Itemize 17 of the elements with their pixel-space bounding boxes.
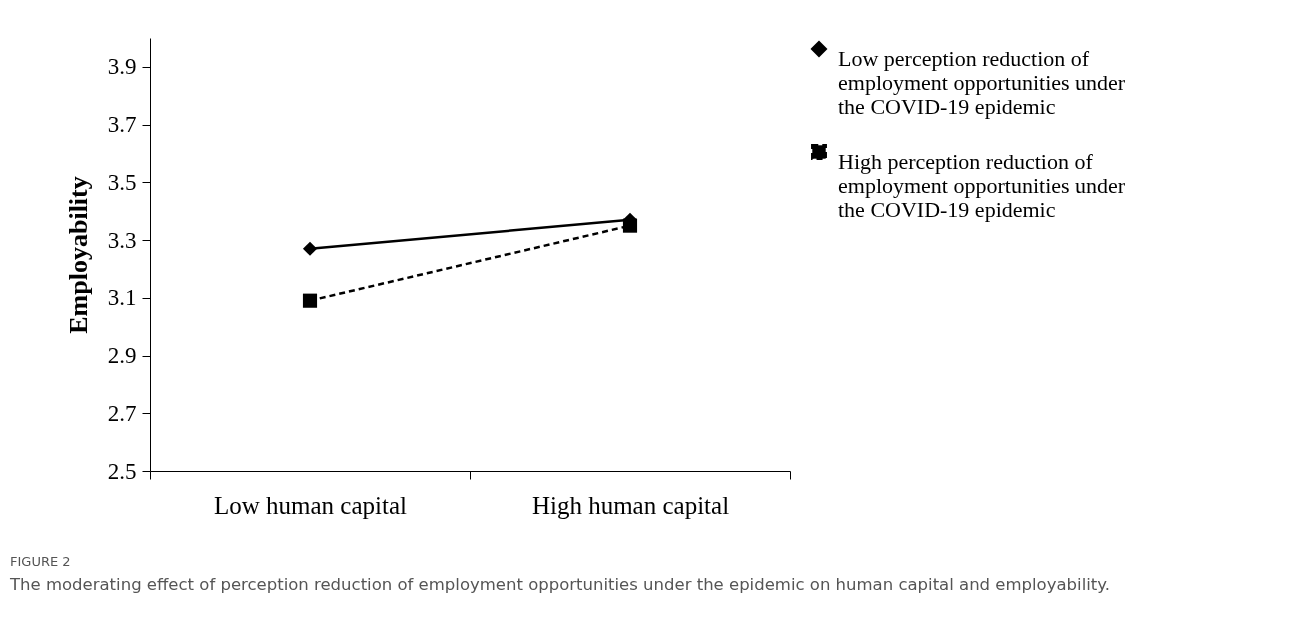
point: [302, 241, 318, 256]
y-tick-label: 3.3: [107, 227, 137, 253]
caption: FIGURE 2: [10, 554, 71, 569]
y-tick-label: 2.7: [107, 400, 137, 426]
x-tick-label: High human capital: [531, 491, 730, 519]
y-tick-label: 3.7: [107, 112, 137, 138]
y-tick-label: 2.9: [107, 343, 137, 369]
y-tick-label: 3.9: [107, 54, 137, 80]
y-axis-title: Employability: [63, 176, 93, 334]
point: [302, 293, 318, 308]
y-tick-label: 2.5: [107, 458, 137, 484]
x-tick-label: Low human capital: [214, 491, 408, 519]
legend-label: High perception reduction of employment opportunities under the COVID-19 epidemic: [838, 149, 1126, 222]
text: The moderating effect of perception reduction of employment opportunities under the epidemic on human capital and employability.: [9, 575, 1110, 594]
legend-label: Low perception reduction of employment opportunities under the COVID-19 epidemic: [838, 46, 1126, 119]
y-tick-label: 3.5: [107, 169, 137, 195]
y-tick-label: 3.1: [107, 285, 137, 311]
